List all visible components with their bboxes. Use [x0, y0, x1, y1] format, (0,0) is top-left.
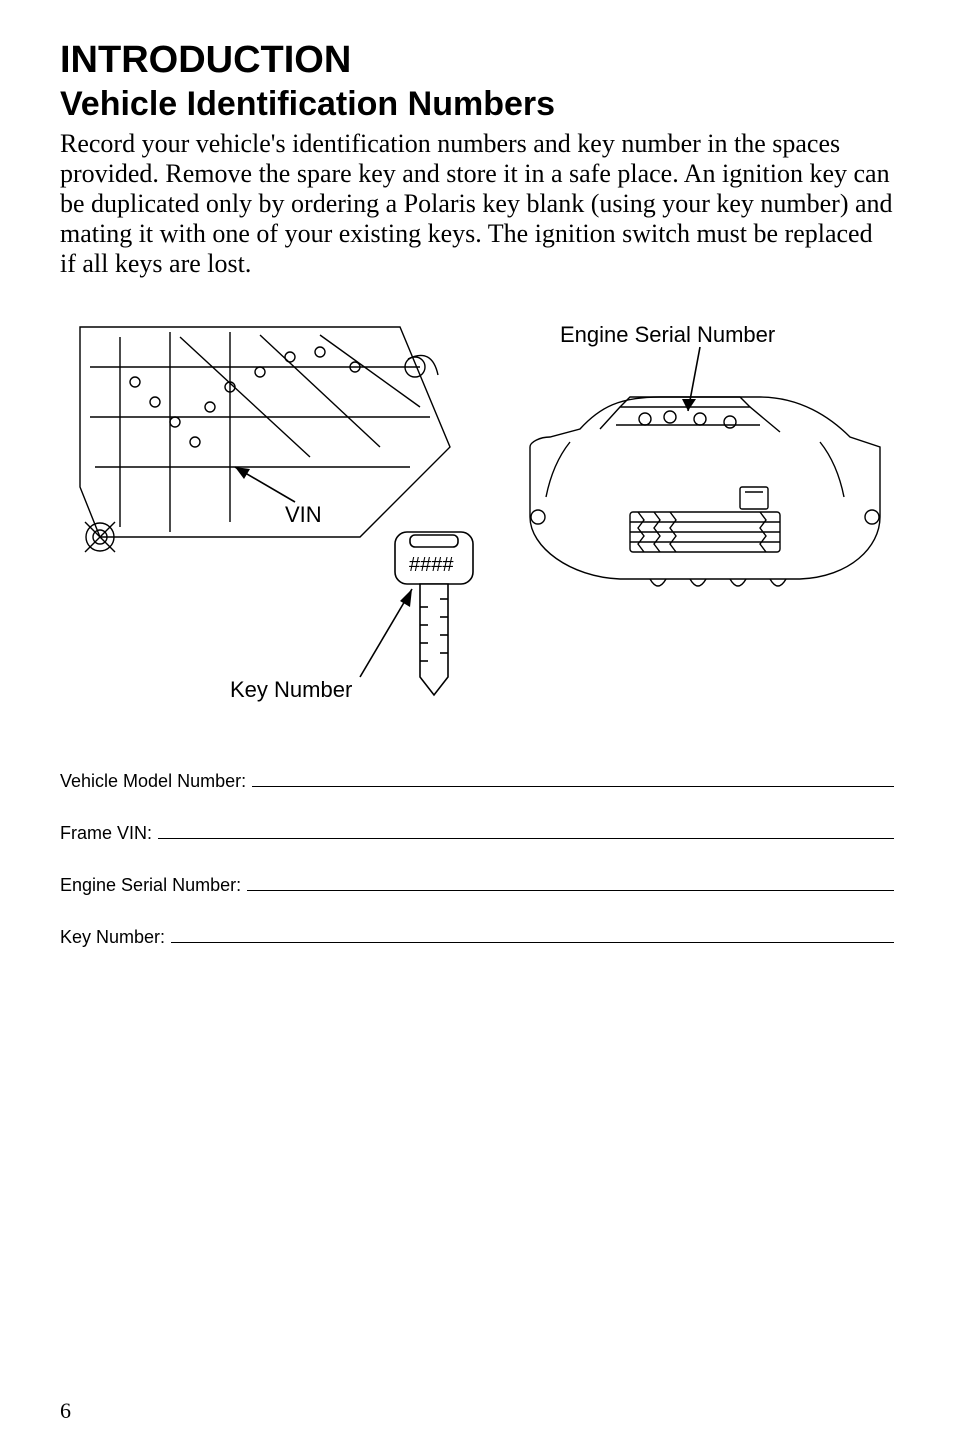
engine-cowl-diagram	[530, 347, 880, 586]
key-number-label: Key Number	[230, 677, 352, 702]
field-frame-vin: Frame VIN:	[60, 818, 894, 844]
underline-vehicle-model-number	[252, 767, 894, 788]
underline-key-number	[171, 922, 894, 943]
chassis-diagram	[80, 327, 450, 552]
label-key-number: Key Number:	[60, 927, 165, 948]
key-hash-label: ####	[409, 554, 454, 576]
diagram-svg: VIN #### Key	[60, 307, 900, 727]
heading-vehicle-id-numbers: Vehicle Identification Numbers	[60, 86, 894, 123]
label-frame-vin: Frame VIN:	[60, 823, 152, 844]
field-key-number: Key Number:	[60, 922, 894, 948]
field-vehicle-model-number: Vehicle Model Number:	[60, 767, 894, 793]
underline-frame-vin	[158, 818, 894, 839]
vin-label: VIN	[285, 502, 322, 527]
field-engine-serial-number: Engine Serial Number:	[60, 870, 894, 896]
engine-serial-label: Engine Serial Number	[560, 322, 775, 347]
label-vehicle-model-number: Vehicle Model Number:	[60, 771, 246, 792]
label-engine-serial-number: Engine Serial Number:	[60, 875, 241, 896]
intro-paragraph: Record your vehicle's identification num…	[60, 129, 894, 278]
underline-engine-serial-number	[247, 870, 894, 891]
diagram-area: VIN #### Key	[60, 307, 894, 727]
heading-introduction: INTRODUCTION	[60, 40, 894, 82]
page-number: 6	[60, 1398, 71, 1424]
